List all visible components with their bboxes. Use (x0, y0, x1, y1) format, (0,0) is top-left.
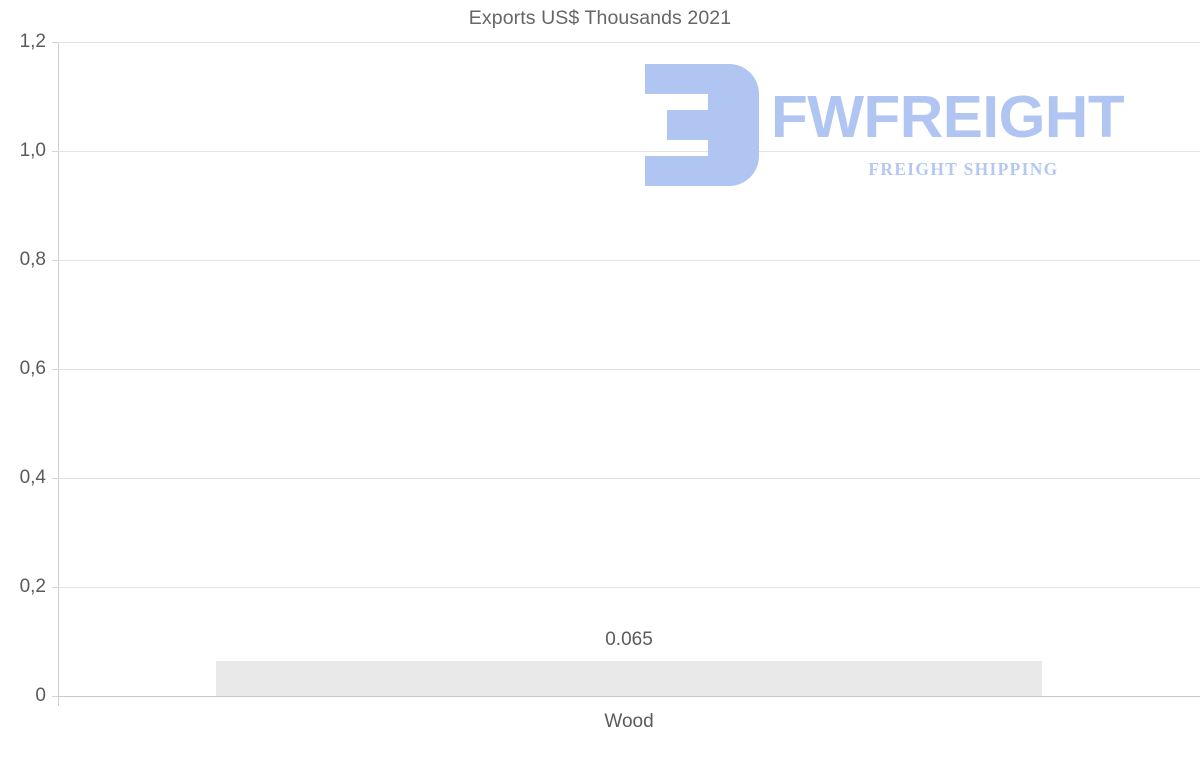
y-axis-tick-labels: 0 0,2 0,4 0,6 0,8 1,0 1,2 (0, 0, 46, 763)
y-axis-tick-label: 1,2 (19, 31, 46, 52)
y-axis-tick (52, 696, 58, 697)
y-axis-tick (52, 369, 58, 370)
bar-wood[interactable] (215, 660, 1043, 696)
gridline (58, 42, 1200, 43)
y-axis-tick (52, 478, 58, 479)
y-axis-tick-label: 0,4 (19, 467, 46, 488)
plot-area: 0.065 Wood (58, 42, 1200, 732)
y-axis-tick-label: 0 (35, 685, 46, 706)
chart-title: Exports US$ Thousands 2021 (468, 7, 732, 29)
gridline (58, 369, 1200, 370)
y-axis-tick-label: 0,2 (19, 576, 46, 597)
y-axis-tick (52, 587, 58, 588)
y-axis-tick-label: 1,0 (19, 140, 46, 161)
y-axis-tick (52, 151, 58, 152)
x-axis-category-label: Wood (604, 711, 654, 732)
gridline (58, 151, 1200, 152)
gridline (58, 696, 1200, 697)
gridline (58, 587, 1200, 588)
y-axis-tick (52, 260, 58, 261)
bar-value-label: 0.065 (605, 628, 653, 650)
y-axis-tick-label: 0,8 (19, 249, 46, 270)
y-axis-line (58, 42, 59, 706)
y-axis-tick-label: 0,6 (19, 358, 46, 379)
gridline (58, 260, 1200, 261)
y-axis-tick (52, 42, 58, 43)
gridline (58, 478, 1200, 479)
